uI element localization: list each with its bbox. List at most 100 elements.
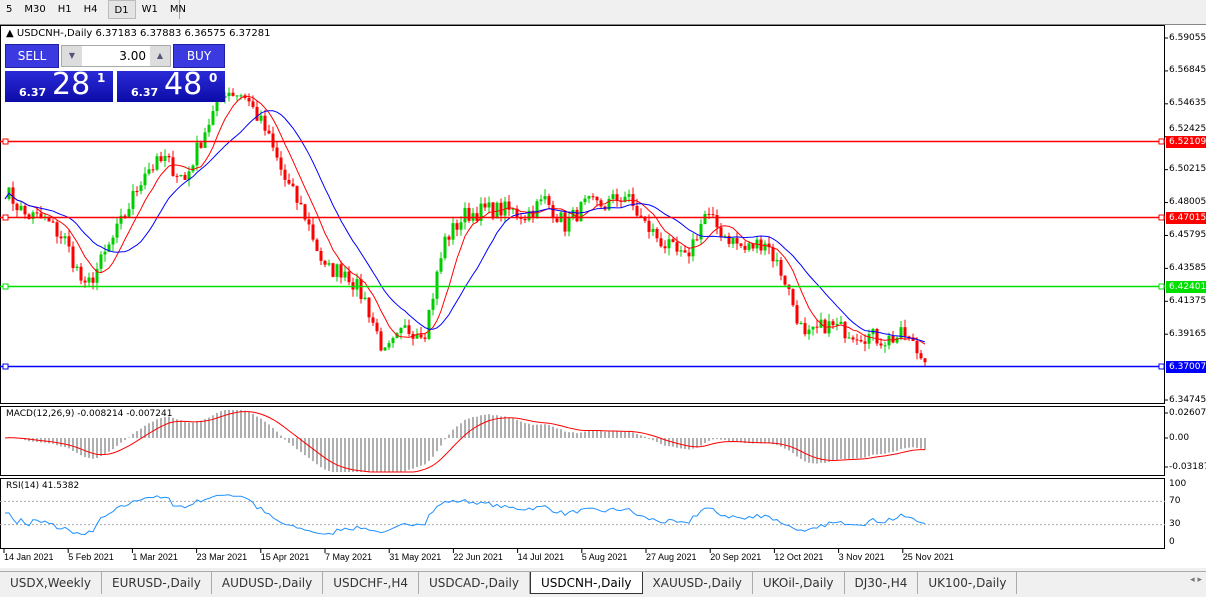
date-axis-label: 1 Mar 2021 — [132, 552, 178, 562]
timeframe-h4[interactable]: H4 — [83, 4, 98, 15]
candle-body — [651, 228, 655, 232]
candle-body — [907, 336, 911, 338]
buy-price-big: 6.37 — [131, 86, 159, 99]
candle-body — [459, 222, 463, 230]
volume-stepper[interactable]: ▼ 3.00 ▲ — [61, 45, 171, 67]
candle-body — [547, 196, 551, 205]
candle-body — [231, 92, 235, 96]
candle-body — [203, 132, 207, 148]
candle-body — [355, 279, 359, 290]
candle-body — [747, 243, 751, 250]
candle-body — [839, 321, 843, 324]
date-axis-label: 5 Feb 2021 — [68, 552, 114, 562]
chart-window[interactable] — [0, 24, 1206, 568]
candle-body — [315, 239, 319, 251]
chart-tab[interactable]: USDX,Weekly — [0, 572, 102, 594]
buy-button[interactable]: BUY — [173, 44, 225, 68]
candle-body — [687, 252, 691, 257]
candle-body — [199, 142, 203, 148]
candle-body — [731, 238, 735, 244]
line-handle — [1158, 283, 1165, 290]
chart-tab[interactable]: XAUUSD-,Daily — [643, 572, 753, 594]
candle-body — [327, 263, 331, 265]
chart-tab[interactable]: EURUSD-,Daily — [102, 572, 212, 594]
candle-body — [387, 343, 391, 348]
candle-body — [251, 101, 255, 107]
candle-body — [663, 246, 667, 249]
chart-tab[interactable]: UK100-,Daily — [918, 572, 1018, 594]
candle-body — [163, 155, 167, 162]
candle-body — [515, 208, 519, 218]
candle-body — [919, 353, 923, 359]
sell-price[interactable]: 6.37 28 1 — [5, 71, 113, 102]
date-axis-label: 7 May 2021 — [325, 552, 373, 562]
candle-body — [51, 221, 55, 223]
candle-body — [715, 215, 719, 228]
sell-button[interactable]: SELL — [5, 44, 59, 68]
candle-body — [303, 204, 307, 220]
sell-price-pips: 28 — [52, 71, 91, 102]
candle-body — [899, 327, 903, 338]
candle-body — [699, 224, 703, 240]
candle-body — [923, 358, 927, 363]
date-axis-label: 5 Aug 2021 — [581, 552, 628, 562]
candle-body — [99, 254, 103, 269]
line-handle — [2, 214, 9, 221]
volume-value[interactable]: 3.00 — [119, 49, 146, 63]
candle-body — [527, 210, 531, 221]
chart-tab[interactable]: USDCNH-,Daily — [529, 572, 643, 594]
candle-body — [607, 198, 611, 210]
timeframe-d1[interactable]: D1 — [107, 0, 136, 19]
candle-body — [143, 173, 147, 186]
candle-body — [579, 202, 583, 222]
timeframe-mn[interactable]: MN — [169, 4, 186, 15]
candle-body — [11, 187, 15, 204]
candle-body — [15, 203, 19, 211]
chart-tab[interactable]: USDCAD-,Daily — [419, 572, 530, 594]
timeframe-w1[interactable]: W1 — [141, 4, 158, 15]
collapse-triangle-icon[interactable]: ▲ — [6, 28, 17, 39]
candle-body — [563, 212, 567, 232]
rsi-axis-label: 0 — [1169, 536, 1175, 547]
chart-tab[interactable]: USDCHF-,H4 — [323, 572, 419, 594]
timeframe-m30[interactable]: M30 — [24, 4, 46, 15]
candle-body — [103, 251, 107, 255]
chart-tab[interactable]: DJ30-,H4 — [845, 572, 919, 594]
candle-body — [171, 157, 175, 176]
timeframe-toolbar: 5 M30 H1 H4 D1 W1 MN — [0, 0, 186, 19]
candle-body — [135, 190, 139, 192]
candle-body — [347, 271, 351, 283]
candle-body — [627, 194, 631, 197]
candle-body — [23, 205, 27, 215]
chart-canvas[interactable] — [0, 0, 1206, 568]
candle-body — [275, 147, 279, 158]
candle-body — [235, 95, 239, 97]
macd-label: MACD(12,26,9) -0.008214 -0.007241 — [6, 409, 173, 419]
candle-body — [911, 337, 915, 342]
candle-body — [403, 325, 407, 328]
timeframe-h1[interactable]: H1 — [57, 4, 72, 15]
price-axis-label: 6.50215 — [1169, 164, 1206, 175]
price-axis-label: 6.59055 — [1169, 32, 1206, 43]
increase-volume-icon[interactable]: ▲ — [150, 46, 170, 66]
candle-body — [643, 216, 647, 221]
chart-tabs: USDX,Weekly EURUSD-,Daily AUDUSD-,Daily USD… — [0, 571, 1206, 595]
candle-body — [635, 205, 639, 216]
candle-body — [379, 331, 383, 351]
chart-tab[interactable]: AUDUSD-,Daily — [212, 572, 324, 594]
candle-body — [167, 155, 171, 158]
decrease-volume-icon[interactable]: ▼ — [62, 46, 82, 66]
tab-scroll-arrows-icon[interactable]: ◂ ▸ — [1190, 575, 1202, 585]
timeframe-5[interactable]: 5 — [6, 4, 13, 15]
candle-body — [647, 220, 651, 232]
chart-tab[interactable]: UKOil-,Daily — [753, 572, 845, 594]
date-axis-label: 22 Jun 2021 — [453, 552, 503, 562]
candle-body — [487, 202, 491, 208]
candle-body — [507, 201, 511, 210]
fast-ma-line — [4, 95, 926, 345]
buy-price[interactable]: 6.37 48 0 — [117, 71, 225, 102]
candle-body — [567, 217, 571, 232]
date-axis-label: 3 Nov 2021 — [838, 552, 885, 562]
candle-body — [323, 260, 327, 265]
candle-body — [847, 337, 851, 339]
